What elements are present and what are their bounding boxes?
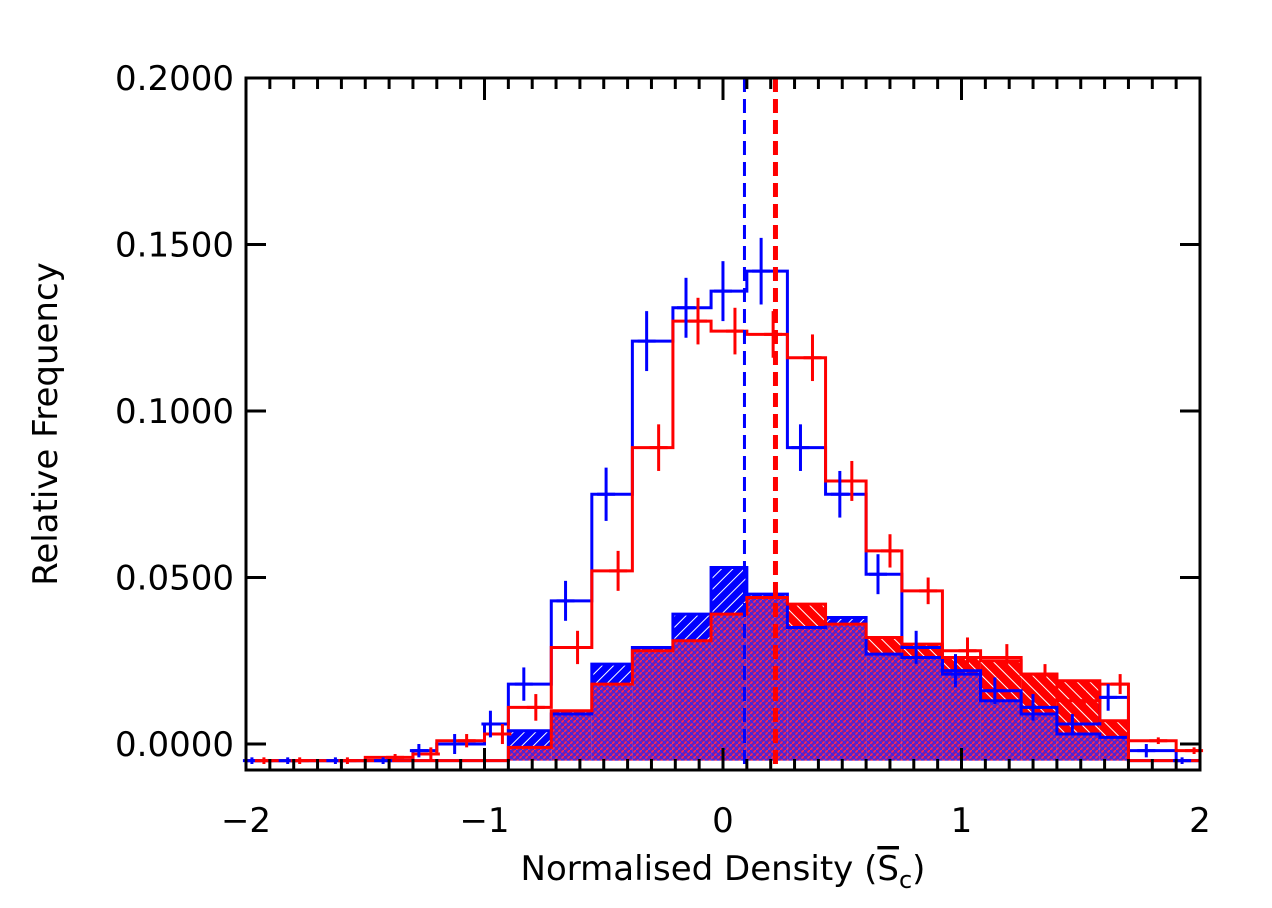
filled-bin-overlap	[942, 674, 981, 761]
filled-bin-overlap	[901, 657, 943, 761]
filled-bin-red	[787, 604, 826, 628]
y-axis-ticks: 0.0000 0.0500 0.1000 0.1500 0.2000	[115, 59, 1200, 765]
x-axis-label: Normalised Density (Sc)	[521, 849, 926, 894]
x-tick-label: 1	[951, 801, 973, 841]
x-tick-label: 0	[712, 801, 734, 841]
filled-bin-red	[1099, 720, 1129, 738]
filled-bin-blue	[632, 647, 673, 651]
x-axis-ticks: −2 −1 0 1 2	[221, 78, 1211, 841]
filled-bin-overlap	[866, 654, 902, 761]
y-tick-label: 0.2000	[115, 59, 234, 99]
filled-bin-overlap	[980, 700, 1022, 761]
marker-lines	[742, 78, 778, 770]
filled-bin-overlap	[746, 597, 788, 761]
filled-bin-overlap	[825, 624, 867, 761]
filled-bin-blue	[711, 567, 747, 615]
filled-bin-blue	[672, 614, 712, 641]
filled-bin-overlap	[632, 650, 673, 761]
x-tick-label: −1	[459, 801, 509, 841]
filled-histograms	[508, 567, 1129, 761]
filled-bin-overlap	[508, 747, 552, 761]
filled-bin-overlap	[787, 627, 826, 761]
filled-bin-red	[551, 710, 592, 715]
x-tick-label: 2	[1189, 801, 1211, 841]
filled-bin-blue	[746, 594, 788, 598]
filled-bin-blue	[591, 664, 633, 685]
x-tick-label: −2	[221, 801, 271, 841]
filled-bin-overlap	[591, 684, 633, 761]
error-bars	[242, 237, 1204, 765]
filled-bin-overlap	[672, 640, 712, 761]
filled-bin-red	[980, 660, 1022, 701]
filled-bin-overlap	[1056, 734, 1100, 761]
filled-bin-red	[1056, 680, 1100, 735]
filled-bin-overlap	[551, 714, 592, 761]
filled-bin-blue	[825, 617, 867, 625]
y-tick-label: 0.0000	[115, 725, 234, 765]
y-axis-label: Relative Frequency	[26, 262, 66, 586]
y-tick-label: 0.1000	[115, 392, 234, 432]
filled-bin-overlap	[711, 614, 747, 761]
filled-bin-blue	[508, 730, 552, 748]
filled-bin-overlap	[1099, 737, 1129, 761]
y-tick-label: 0.1500	[115, 226, 234, 266]
filled-bin-red	[866, 637, 902, 655]
filled-bin-overlap	[1021, 714, 1057, 761]
y-tick-label: 0.0500	[115, 559, 234, 599]
